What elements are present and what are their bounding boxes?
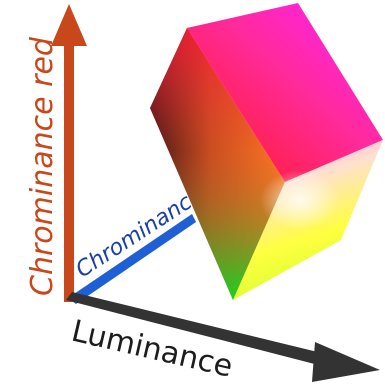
luminance-axis-arrowhead bbox=[312, 342, 380, 382]
luminance-axis-shaft bbox=[66, 292, 334, 368]
rgb-color-cube bbox=[150, 3, 383, 300]
cube-top-face bbox=[187, 3, 383, 182]
luminance-label: Luminance bbox=[68, 314, 236, 385]
chrominance-red-axis: Chrominance red bbox=[25, 4, 87, 302]
chrominance-blue-axis: Chrominance bbox=[68, 182, 208, 304]
chrominance-blue-label: Chrominance bbox=[72, 182, 208, 283]
blue-axis-shaft bbox=[68, 214, 196, 304]
chrominance-red-label: Chrominance red bbox=[25, 36, 60, 296]
red-axis-arrowhead bbox=[51, 4, 87, 46]
luminance-axis: Luminance bbox=[66, 292, 380, 385]
red-axis-shaft bbox=[64, 40, 74, 302]
